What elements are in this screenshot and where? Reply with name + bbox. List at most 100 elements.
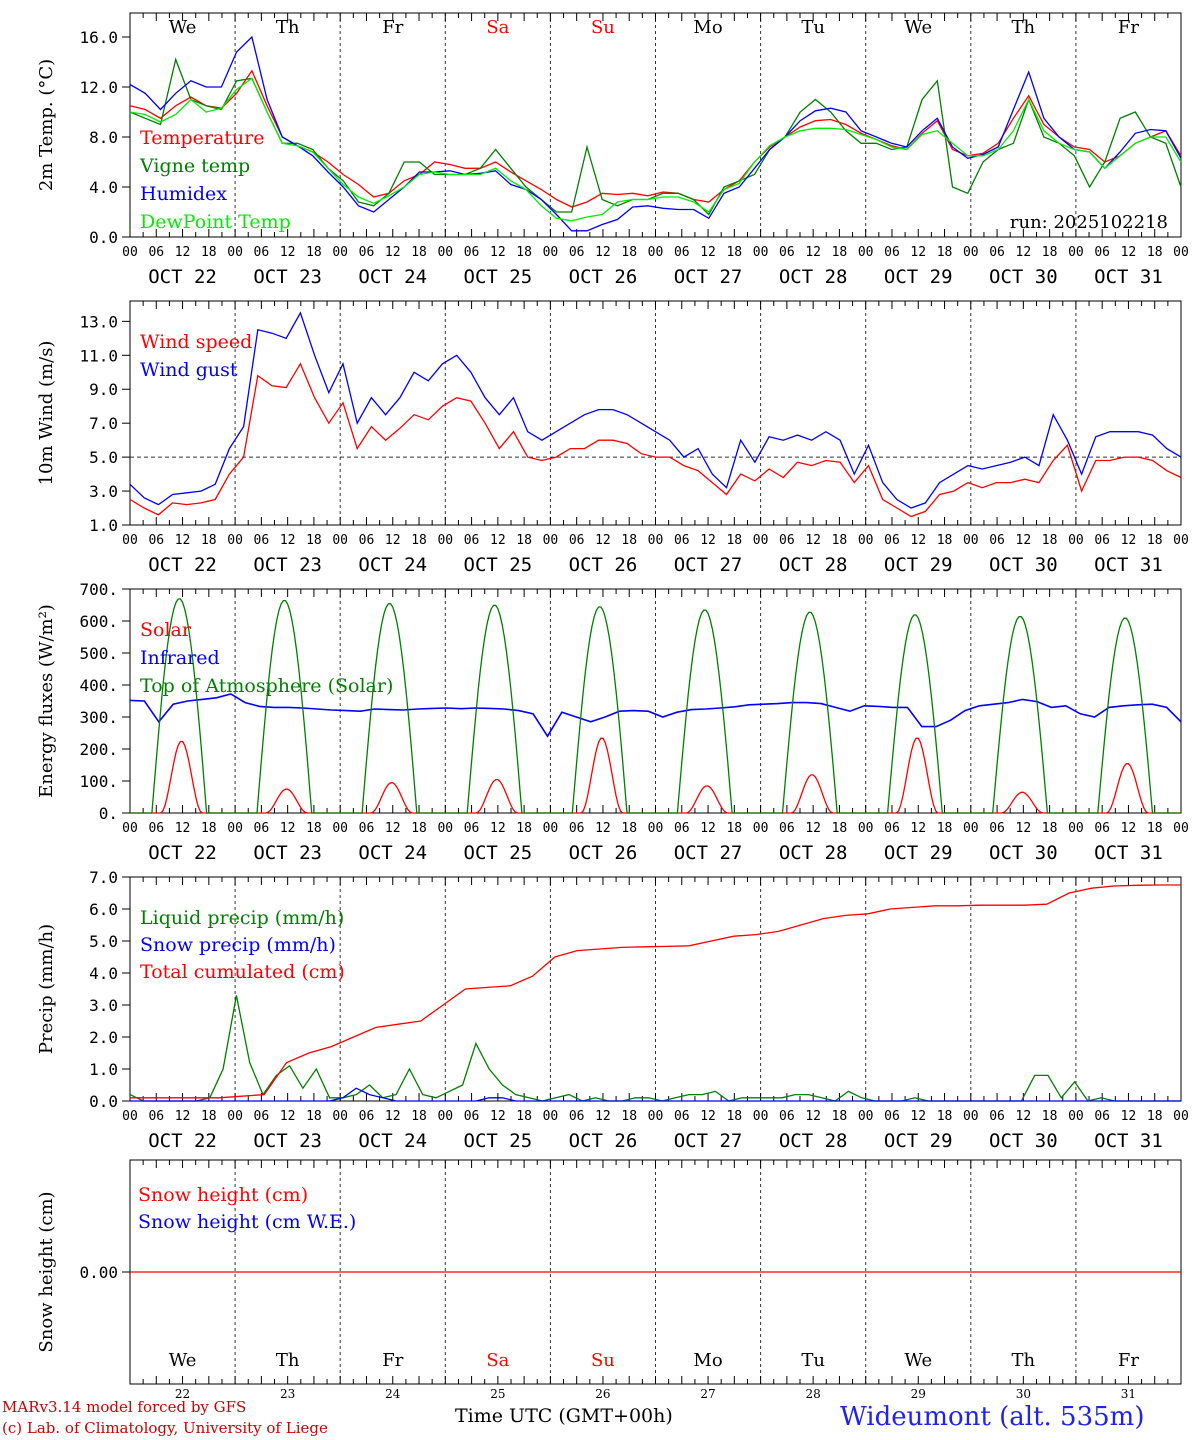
hour-label: 18 <box>516 821 532 836</box>
hour-label: 00 <box>1173 821 1189 836</box>
hour-label: 06 <box>464 1109 480 1124</box>
date-label: OCT 30 <box>989 1130 1058 1152</box>
hour-label: 18 <box>1042 821 1058 836</box>
hour-label: 12 <box>385 245 401 260</box>
hour-label: 06 <box>569 1109 585 1124</box>
weekday-label: Tu <box>801 1350 825 1371</box>
hour-label: 00 <box>963 245 979 260</box>
hour-label: 00 <box>1068 821 1084 836</box>
hour-label: 00 <box>648 533 664 548</box>
y-tick-label: 700. <box>79 580 118 599</box>
y-tick-label: 500. <box>79 644 118 663</box>
hour-label: 00 <box>543 533 559 548</box>
hour-label: 00 <box>122 1109 138 1124</box>
hour-label: 12 <box>595 245 611 260</box>
hour-label: 12 <box>1016 1109 1032 1124</box>
weekday-label: We <box>904 1350 932 1371</box>
day-number-label: 30 <box>1016 1387 1031 1401</box>
hour-label: 06 <box>1094 533 1110 548</box>
model-credit-line: MARv3.14 model forced by GFS <box>2 1398 247 1416</box>
hour-label: 06 <box>148 533 164 548</box>
hour-label: 06 <box>674 821 690 836</box>
legend-entry: Infrared <box>140 647 220 669</box>
panel-5: 0.00 Snow height (cm) Snow height (cm) Snow… <box>36 1159 1182 1401</box>
day-number-label: 29 <box>911 1387 926 1401</box>
hour-label: 06 <box>148 1109 164 1124</box>
hour-label: 18 <box>306 821 322 836</box>
station-name: Wideumont (alt. 535m) <box>840 1402 1145 1432</box>
date-label: OCT 31 <box>1094 842 1163 864</box>
hour-label: 12 <box>1121 1109 1137 1124</box>
hour-label: 18 <box>1042 245 1058 260</box>
series-line-wind-speed <box>129 362 1182 518</box>
date-label: OCT 22 <box>148 554 217 576</box>
date-label: OCT 29 <box>884 266 953 288</box>
hour-label: 18 <box>201 245 217 260</box>
date-label: OCT 24 <box>358 554 427 576</box>
hour-label: 06 <box>1094 821 1110 836</box>
hour-label: 18 <box>411 245 427 260</box>
date-label: OCT 22 <box>148 842 217 864</box>
legend-entry: Total cumulated (cm) <box>140 961 345 983</box>
hour-label: 00 <box>122 821 138 836</box>
hour-label: 06 <box>674 1109 690 1124</box>
hour-label: 18 <box>516 533 532 548</box>
date-label: OCT 28 <box>779 842 848 864</box>
date-label: OCT 23 <box>253 842 322 864</box>
date-label: OCT 27 <box>674 1130 743 1152</box>
date-label: OCT 23 <box>253 1130 322 1152</box>
hour-label: 00 <box>332 821 348 836</box>
hour-label: 18 <box>1042 1109 1058 1124</box>
hour-label: 18 <box>832 245 848 260</box>
date-label: OCT 25 <box>464 842 533 864</box>
hour-label: 06 <box>884 245 900 260</box>
hour-label: 00 <box>543 245 559 260</box>
series-line-humidex <box>129 35 1182 232</box>
hour-label: 18 <box>306 245 322 260</box>
date-label: OCT 26 <box>569 1130 638 1152</box>
y-tick-label: 3.0 <box>89 996 118 1015</box>
legend-entry: Temperature <box>140 127 264 149</box>
hour-label: 12 <box>1016 533 1032 548</box>
weekday-label: Fr <box>382 17 403 38</box>
hour-label: 12 <box>700 1109 716 1124</box>
y-tick-label: 8.0 <box>89 128 118 147</box>
y-tick-label: 16.0 <box>79 28 118 47</box>
hour-label: 00 <box>648 1109 664 1124</box>
hour-label: 12 <box>1016 245 1032 260</box>
hour-label: 06 <box>464 821 480 836</box>
hour-label: 18 <box>201 1109 217 1124</box>
hour-label: 06 <box>254 1109 270 1124</box>
y-tick-label: 0. <box>99 804 118 823</box>
hour-label: 18 <box>516 245 532 260</box>
hour-label: 18 <box>832 821 848 836</box>
weekday-label: We <box>169 1350 197 1371</box>
date-label: OCT 25 <box>464 1130 533 1152</box>
y-tick-label: 7.0 <box>89 414 118 433</box>
weekday-label: Su <box>591 1350 615 1371</box>
series-line-dewpoint-temp <box>129 77 1182 222</box>
hour-label: 12 <box>700 533 716 548</box>
y-axis-title: 10m Wind (m/s) <box>36 341 57 486</box>
hour-label: 06 <box>254 821 270 836</box>
hour-label: 12 <box>280 821 296 836</box>
date-label: OCT 30 <box>989 554 1058 576</box>
legend-entry: Top of Atmosphere (Solar) <box>140 675 393 697</box>
hour-label: 06 <box>464 245 480 260</box>
hour-label: 12 <box>1121 821 1137 836</box>
hour-label: 12 <box>805 533 821 548</box>
day-number-label: 26 <box>595 1387 610 1401</box>
hour-label: 00 <box>122 533 138 548</box>
x-axis-title: Time UTC (GMT+00h) <box>455 1405 673 1427</box>
hour-label: 18 <box>1147 821 1163 836</box>
day-number-label: 31 <box>1121 1387 1136 1401</box>
date-label: OCT 26 <box>569 842 638 864</box>
hour-label: 00 <box>963 1109 979 1124</box>
y-tick-label: 5.0 <box>89 932 118 951</box>
day-number-label: 23 <box>280 1387 295 1401</box>
hour-label: 12 <box>490 1109 506 1124</box>
hour-label: 18 <box>411 821 427 836</box>
run-annotation: run: 2025102218 <box>1010 212 1168 233</box>
hour-label: 06 <box>359 1109 375 1124</box>
